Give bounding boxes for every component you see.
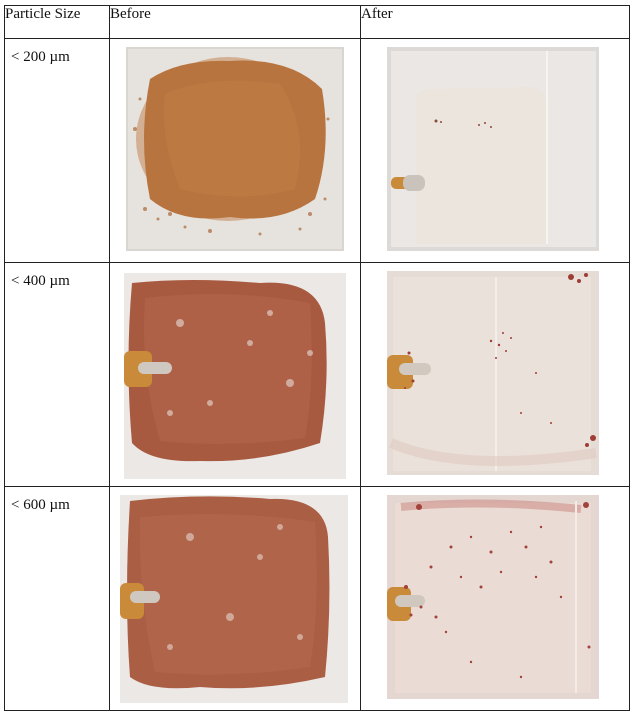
after-photo-400 xyxy=(387,271,599,475)
results-table: Particle Size Before After < 200 µm xyxy=(4,5,630,711)
table-row: < 200 µm xyxy=(4,38,630,263)
size-cell: < 200 µm xyxy=(4,38,110,263)
after-cell xyxy=(360,486,630,711)
before-photo-400 xyxy=(124,273,346,479)
after-cell xyxy=(360,38,630,263)
header-after: After xyxy=(360,5,630,39)
size-label: < 400 µm xyxy=(11,273,70,289)
after-photo-200 xyxy=(387,47,599,251)
before-photo-600 xyxy=(120,495,348,703)
header-particle-size: Particle Size xyxy=(4,5,110,39)
before-cell xyxy=(109,486,361,711)
after-cell xyxy=(360,262,630,487)
header-before: Before xyxy=(109,5,361,39)
size-label: < 200 µm xyxy=(11,49,70,65)
before-cell xyxy=(109,262,361,487)
table-row: < 600 µm xyxy=(4,486,630,711)
after-photo-600 xyxy=(387,495,599,699)
size-cell: < 600 µm xyxy=(4,486,110,711)
before-cell xyxy=(109,38,361,263)
table-row: < 400 µm xyxy=(4,262,630,487)
header-row: Particle Size Before After xyxy=(4,5,630,39)
before-photo-200 xyxy=(126,47,344,251)
size-cell: < 400 µm xyxy=(4,262,110,487)
size-label: < 600 µm xyxy=(11,497,70,513)
